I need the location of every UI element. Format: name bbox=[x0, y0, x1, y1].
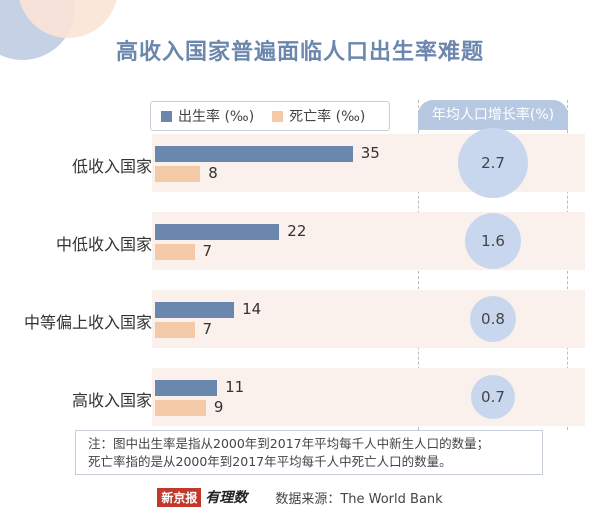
row-background bbox=[152, 368, 585, 426]
legend-swatch-death bbox=[272, 110, 284, 122]
bar-value-death: 9 bbox=[213, 398, 224, 416]
bar-value-death: 8 bbox=[208, 164, 218, 182]
bar-death-rate bbox=[155, 166, 201, 182]
bar-value-birth: 11 bbox=[225, 378, 245, 396]
row-background bbox=[152, 290, 585, 348]
legend-item-birth: 出生率 (‰) bbox=[161, 106, 254, 126]
note-line-2: 死亡率指的是从2000年到2017年平均每千人中死亡人口的数量。 bbox=[88, 454, 452, 469]
legend-item-death: 死亡率 (‰) bbox=[272, 106, 365, 126]
bar-value-birth: 22 bbox=[287, 222, 307, 240]
footer: 新京报 有理数 数据来源：The World Bank bbox=[0, 486, 600, 508]
bar-birth-rate bbox=[155, 224, 280, 240]
bar-value-birth: 35 bbox=[360, 144, 380, 162]
bar-birth-rate bbox=[155, 302, 235, 318]
bar-death-rate bbox=[155, 400, 206, 416]
legend-label-birth: 出生率 (‰) bbox=[178, 109, 255, 125]
growth-header: 年均人口增长率(%) bbox=[418, 100, 568, 130]
legend: 出生率 (‰) 死亡率 (‰) bbox=[150, 101, 390, 131]
data-source: 数据来源：The World Bank bbox=[275, 491, 443, 507]
growth-bubble: 0.7 bbox=[470, 374, 516, 420]
publisher-logo: 新京报 bbox=[157, 487, 202, 507]
growth-bubble: 2.7 bbox=[458, 128, 528, 198]
bar-value-death: 7 bbox=[202, 320, 213, 338]
legend-label-death: 死亡率 (‰) bbox=[289, 109, 366, 125]
growth-bubble: 0.8 bbox=[469, 295, 517, 343]
legend-swatch-birth bbox=[161, 110, 172, 122]
column-logo: 有理数 bbox=[205, 490, 248, 506]
bar-value-death: 7 bbox=[202, 242, 213, 260]
bar-value-birth: 14 bbox=[242, 300, 262, 318]
chart-title: 高收入国家普遍面临人口出生率难题 bbox=[115, 40, 484, 65]
bar-birth-rate bbox=[155, 380, 218, 396]
bar-death-rate bbox=[155, 244, 195, 260]
note-line-1: 注：图中出生率是指从2000年到2017年平均每千人中新生人口的数量； bbox=[88, 436, 490, 451]
category-label: 高收入国家 bbox=[71, 391, 152, 410]
growth-bubble: 1.6 bbox=[464, 212, 522, 270]
category-label: 低收入国家 bbox=[71, 157, 152, 176]
bar-birth-rate bbox=[155, 146, 353, 162]
bar-death-rate bbox=[155, 322, 195, 338]
note-box: 注：图中出生率是指从2000年到2017年平均每千人中新生人口的数量； 死亡率指… bbox=[75, 430, 543, 475]
category-label: 中低收入国家 bbox=[55, 235, 152, 254]
category-label: 中等偏上收入国家 bbox=[23, 313, 152, 332]
